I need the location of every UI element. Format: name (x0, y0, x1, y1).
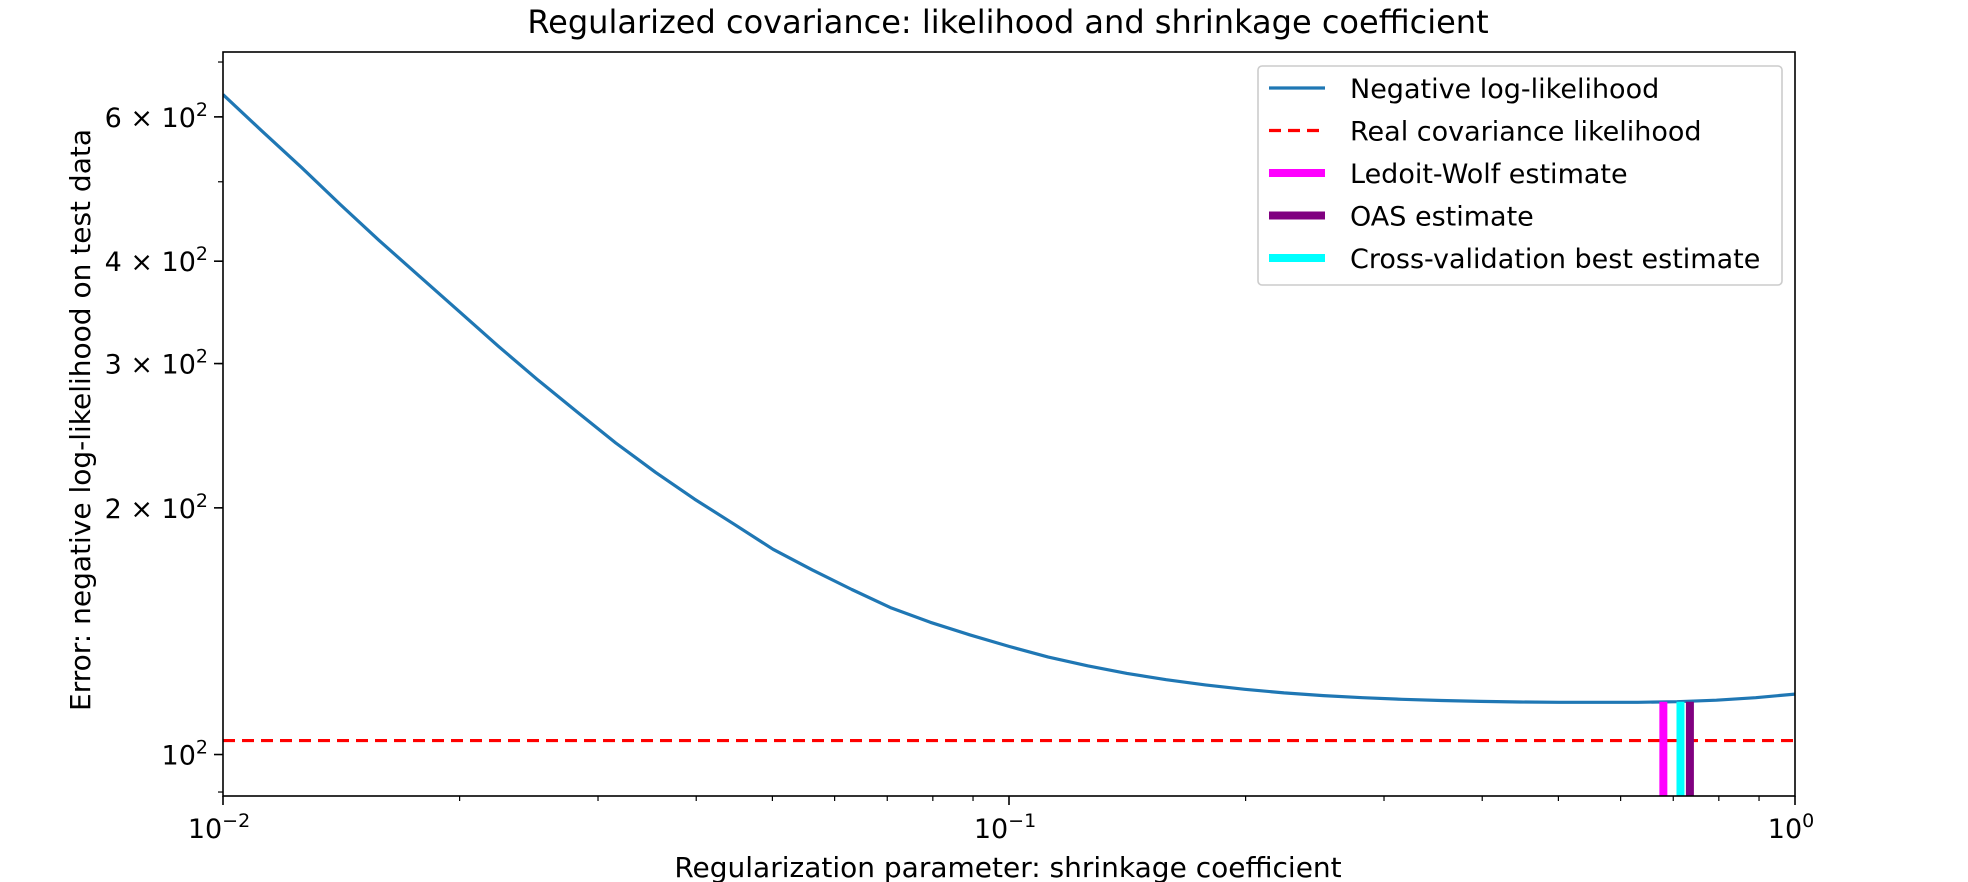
legend-label: Negative log-likelihood (1350, 74, 1659, 105)
y-tick-label: 2 × 102 (105, 490, 208, 525)
y-tick-label: 4 × 102 (105, 243, 208, 278)
data-layer (223, 93, 1795, 796)
x-tick-label: 100 (1768, 810, 1814, 845)
legend-label: OAS estimate (1350, 202, 1534, 233)
legend: Negative log-likelihood Real covariance l… (1257, 65, 1783, 286)
legend-label: Real covariance likelihood (1350, 117, 1702, 148)
legend-label: Cross-validation best estimate (1350, 244, 1760, 275)
x-tick-label: 10−2 (188, 810, 250, 845)
y-axis-label: Error: negative log-likelihood on test d… (64, 129, 97, 711)
x-tick-label: 10−1 (974, 810, 1036, 845)
x-axis: 10−2 10−1 100 (188, 796, 1814, 845)
y-tick-label: 102 (162, 737, 208, 772)
y-tick-label: 3 × 102 (105, 346, 208, 381)
series-line-negative-log-likelihood (223, 93, 1795, 704)
legend-box (1257, 65, 1783, 286)
x-axis-label: Regularization parameter: shrinkage coef… (674, 851, 1341, 882)
y-axis: 102 2 × 102 3 × 102 4 × 102 6 × 102 (105, 61, 223, 793)
chart-title: Regularized covariance: likelihood and s… (527, 3, 1488, 41)
legend-label: Ledoit-Wolf estimate (1350, 159, 1628, 190)
y-tick-label: 6 × 102 (105, 99, 208, 134)
